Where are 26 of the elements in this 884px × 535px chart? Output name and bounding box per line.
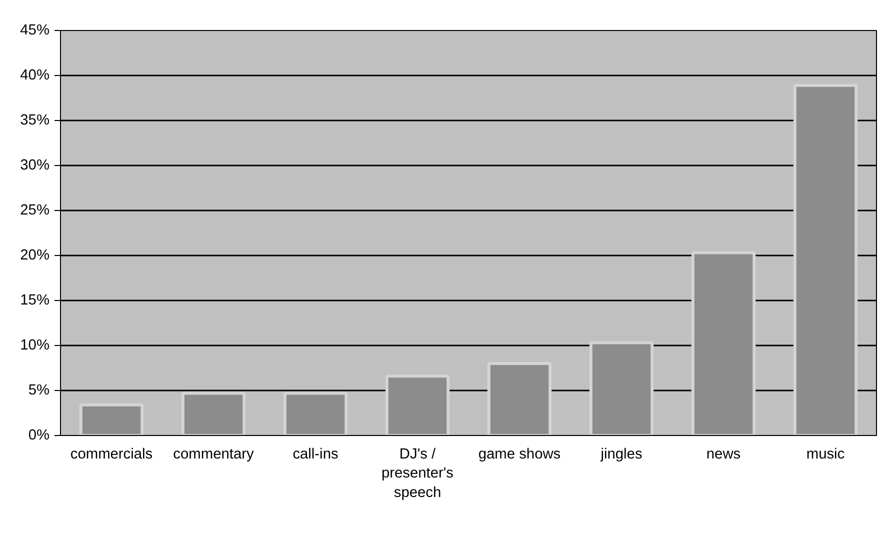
y-tick-label: 35% (20, 112, 50, 128)
y-tick-label: 40% (20, 68, 50, 84)
bar (487, 362, 552, 436)
y-tick-label: 20% (20, 248, 50, 264)
y-tick-label: 25% (20, 202, 50, 218)
x-tick-label: game shows (478, 446, 561, 462)
bar (691, 251, 756, 436)
bar (283, 392, 348, 436)
y-tick-label: 10% (20, 338, 50, 354)
y-tick-label: 5% (28, 382, 50, 398)
bar (385, 374, 450, 436)
y-tick-label: 0% (28, 428, 50, 444)
y-tick-label: 45% (20, 22, 50, 38)
x-tick-label: commentary (173, 446, 254, 462)
x-tick-label: commercials (70, 446, 153, 462)
x-tick-label: news (706, 446, 741, 462)
x-tick-label: call-ins (292, 446, 338, 462)
bar (181, 392, 246, 436)
bar (79, 403, 144, 436)
y-tick-label: 15% (20, 292, 50, 308)
x-tick-label: jingles (600, 446, 642, 462)
x-tick-label: music (806, 446, 845, 462)
bar (589, 341, 654, 436)
y-tick-label: 30% (20, 158, 50, 174)
x-tick-label: DJ's / presenter's speech (381, 446, 454, 501)
bar (793, 84, 858, 436)
